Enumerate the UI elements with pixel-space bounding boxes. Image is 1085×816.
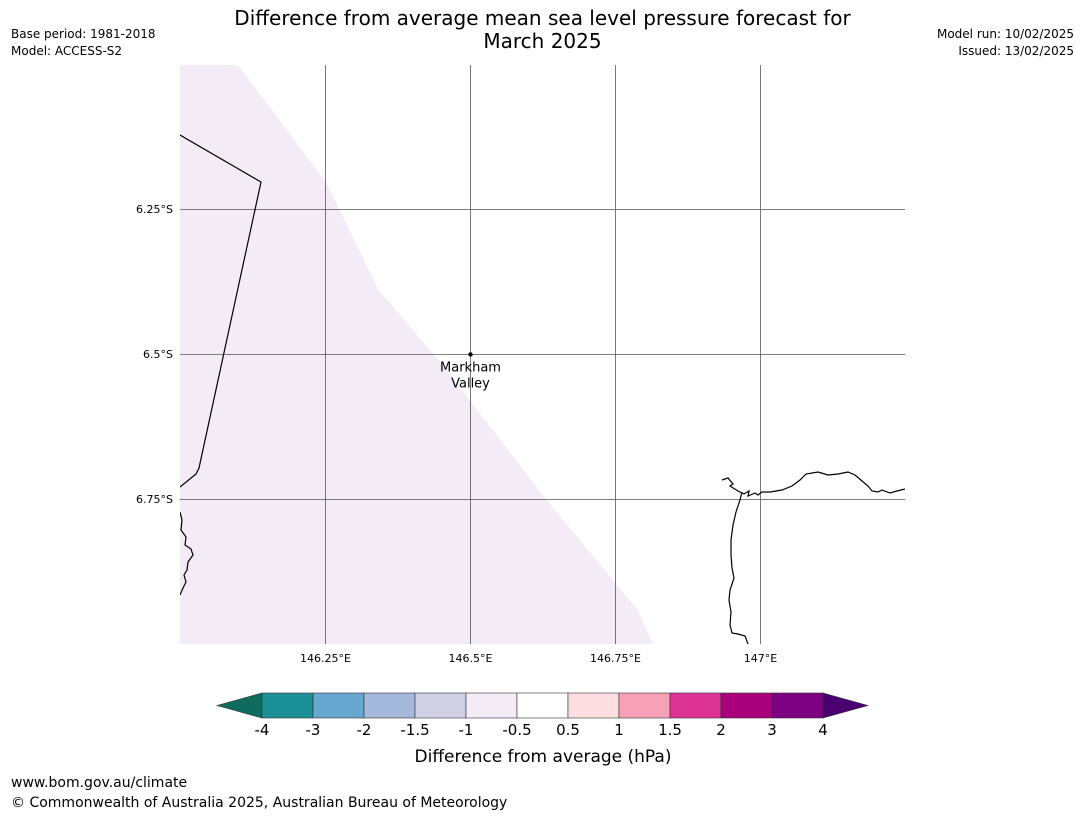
colorbar: -4 -3 -2 -1.5 -1 -0.5 0.5 1 1.5 2 3 4	[215, 692, 870, 739]
footer-url: www.bom.gov.au/climate	[11, 775, 188, 791]
model-run-date: Model run: 10/02/2025	[936, 27, 1074, 41]
lon-label-146.75e: 146.75°E	[590, 652, 641, 665]
base-period: Base period: 1981-2018	[11, 27, 156, 41]
colorbar-segment	[312, 692, 365, 719]
colorbar-tick-label: 0.5	[556, 721, 580, 739]
map-panel: Markham Valley	[180, 65, 905, 644]
colorbar-segment	[363, 692, 416, 719]
colorbar-tick-label: -2	[357, 721, 372, 739]
lat-tick-labels: 6.25°S 6.5°S 6.75°S	[136, 203, 173, 506]
gridlines	[180, 65, 905, 644]
footer-copyright: © Commonwealth of Australia 2025, Austra…	[11, 795, 508, 811]
colorbar-segment	[720, 692, 773, 719]
colorbar-segment	[414, 692, 467, 719]
colorbar-over-arrow	[822, 692, 870, 719]
model-info: Base period: 1981-2018 Model: ACCESS-S2	[11, 26, 156, 60]
place-marker-markham-valley	[468, 352, 473, 357]
coastline-west	[180, 511, 194, 596]
issued-date: Issued: 13/02/2025	[958, 44, 1074, 58]
colorbar-segment	[771, 692, 824, 719]
border-line	[180, 134, 262, 488]
lon-label-147e: 147°E	[744, 652, 777, 665]
lon-label-146.25e: 146.25°E	[300, 652, 351, 665]
colorbar-tick-label: 3	[767, 721, 777, 739]
model-name: Model: ACCESS-S2	[11, 44, 123, 58]
lon-label-146.5e: 146.5°E	[449, 652, 493, 665]
colorbar-tick-label: -1.5	[400, 721, 429, 739]
colorbar-segment	[567, 692, 620, 719]
colorbar-under-arrow	[215, 692, 263, 719]
map-title: Difference from average mean sea level p…	[0, 7, 1085, 53]
colorbar-segment	[618, 692, 671, 719]
colorbar-tick-label: 1	[614, 721, 624, 739]
run-info: Model run: 10/02/2025 Issued: 13/02/2025	[937, 26, 1074, 60]
colorbar-tick-label: -0.5	[502, 721, 531, 739]
colorbar-segment	[516, 692, 569, 719]
colorbar-title: Difference from average (hPa)	[415, 747, 672, 767]
title-line-2: March 2025	[483, 29, 602, 53]
colorbar-segment	[465, 692, 518, 719]
colorbar-tick-label: 4	[818, 721, 828, 739]
place-label-line-2: Valley	[451, 377, 490, 392]
colorbar-segment	[261, 692, 314, 719]
title-line-1: Difference from average mean sea level p…	[234, 6, 851, 30]
colorbar-tick-label: 1.5	[658, 721, 682, 739]
lat-label-6.75s: 6.75°S	[136, 493, 173, 506]
coastline-huon-gulf	[721, 471, 905, 498]
colorbar-tick-label: -4	[255, 721, 270, 739]
lat-label-6.25s: 6.25°S	[136, 203, 173, 216]
lon-tick-labels: 146.25°E 146.5°E 146.75°E 147°E	[300, 652, 777, 665]
colorbar-tick-label: 2	[716, 721, 726, 739]
lat-label-6.5s: 6.5°S	[143, 348, 173, 361]
place-label-line-1: Markham	[440, 361, 501, 376]
coastline-markham-river	[728, 491, 749, 644]
colorbar-segment	[669, 692, 722, 719]
colorbar-tick-label: -1	[459, 721, 474, 739]
coastlines	[180, 134, 905, 644]
colorbar-tick-label: -3	[306, 721, 321, 739]
